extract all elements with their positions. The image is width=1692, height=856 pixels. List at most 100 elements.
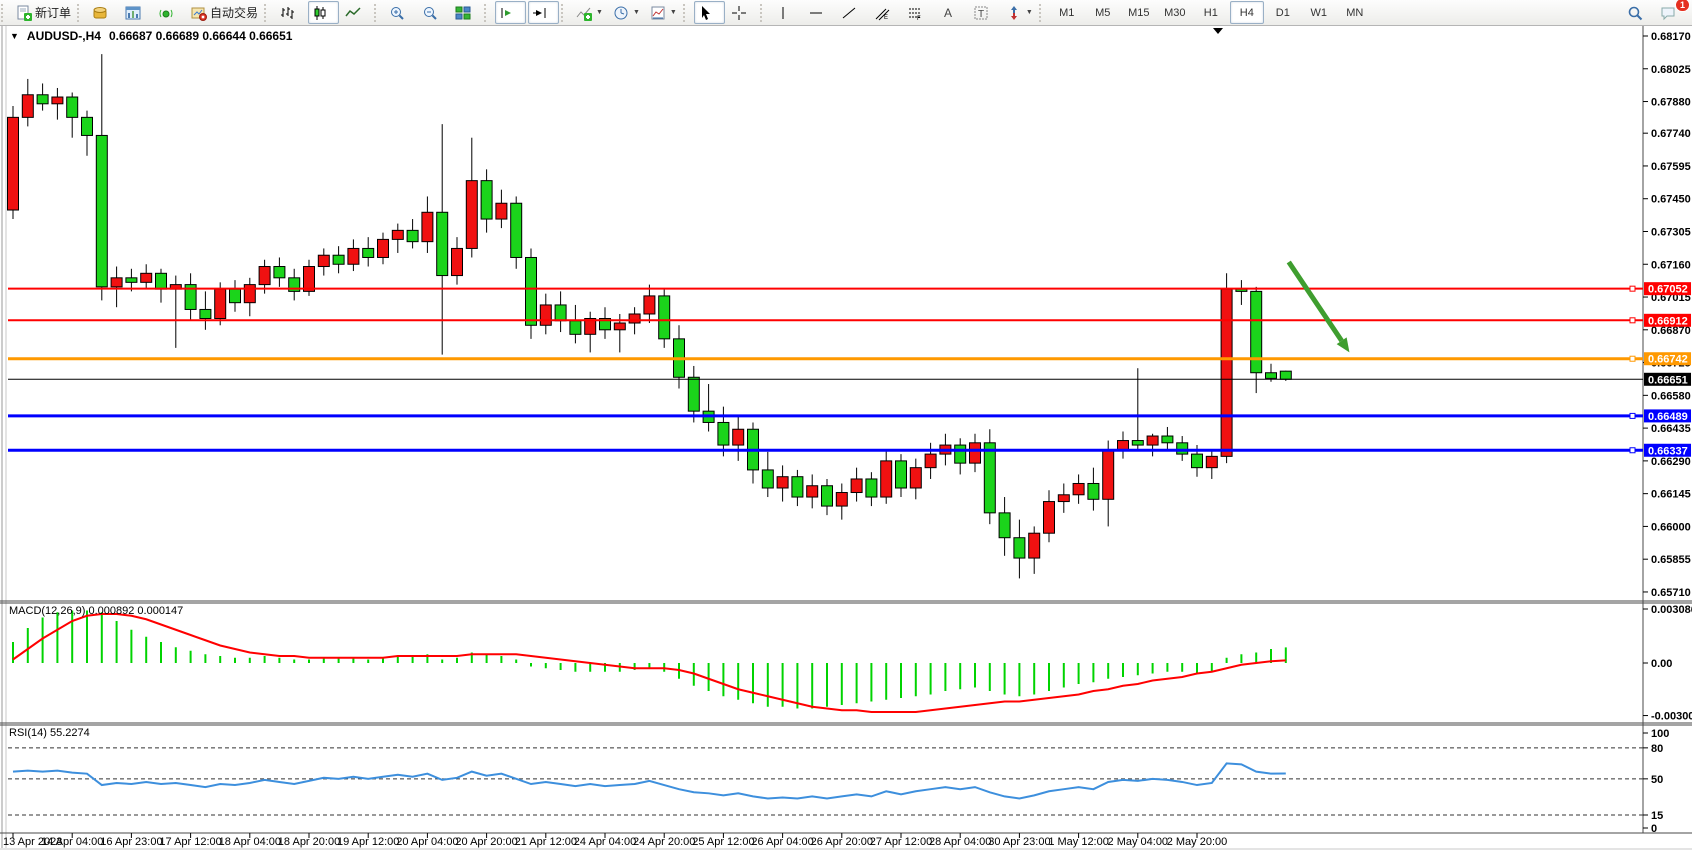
svg-text:0.66337: 0.66337	[1648, 445, 1688, 457]
cursor-button[interactable]	[693, 1, 725, 24]
trendline-button[interactable]	[837, 1, 868, 24]
text-a-icon: A	[944, 6, 952, 20]
toolbar-grip	[759, 3, 769, 22]
timeframe-m1-button[interactable]: M1	[1059, 6, 1075, 19]
svg-text:0.67595: 0.67595	[1651, 161, 1691, 173]
svg-text:26 Apr 04:00: 26 Apr 04:00	[751, 836, 813, 848]
bars-icon	[281, 6, 295, 19]
dropdown-arrow-icon[interactable]: ▼	[632, 9, 640, 16]
periods-button[interactable]: ▼	[609, 1, 644, 24]
template-icon	[651, 6, 665, 19]
auto-scroll-icon	[501, 7, 512, 18]
candle	[110, 277, 123, 288]
candle	[1161, 435, 1174, 444]
text-label-button[interactable]: T	[969, 1, 1000, 24]
candle	[51, 96, 64, 105]
trend-arrow-head[interactable]	[1336, 337, 1350, 353]
trend-arrow[interactable]	[1286, 260, 1344, 343]
svg-text:T: T	[978, 9, 984, 20]
line-chart-button[interactable]	[341, 1, 372, 24]
timeframe-w1-button[interactable]: W1	[1310, 6, 1328, 19]
svg-text:0.65855: 0.65855	[1651, 554, 1691, 566]
auto-scroll-button[interactable]	[495, 1, 527, 24]
symbol-ohlc: 0.66687 0.66689 0.66644 0.66651	[108, 29, 293, 43]
candle	[717, 421, 730, 446]
rsi-pane: 100 80 50 150	[8, 728, 1669, 835]
indicators-button[interactable]: ▼	[572, 1, 607, 24]
candle	[347, 247, 360, 265]
candle	[687, 376, 700, 412]
arrows-button[interactable]: ▼	[1002, 1, 1037, 24]
profiles-button[interactable]	[88, 1, 119, 24]
candle	[436, 211, 449, 277]
svg-text:0.66742: 0.66742	[1648, 354, 1688, 366]
symbol-header[interactable]: ▼ AUDUSD-,H4 0.66687 0.66689 0.66644 0.6…	[10, 29, 292, 43]
candle-series	[7, 54, 1292, 579]
arrows-icon	[1010, 5, 1017, 20]
svg-text:0.67305: 0.67305	[1651, 226, 1691, 238]
candle	[1279, 370, 1292, 380]
timeframe-h1-button[interactable]: H1	[1203, 6, 1218, 19]
toolbar: 新订单 自动交易 ▼ ▼ ▼ E F A T ▼ M1 M5 M15 M30 H1 H4 D1 W1 MN 1	[0, 0, 1692, 26]
candle	[1220, 288, 1233, 457]
vertical-line-button[interactable]	[771, 1, 802, 24]
svg-text:13 Apr 2023: 13 Apr 2023	[3, 836, 62, 848]
symbol-name: AUDUSD-,H4	[26, 29, 101, 43]
crosshair-button[interactable]	[727, 1, 758, 24]
candle	[36, 94, 49, 105]
svg-text:26 Apr 20:00: 26 Apr 20:00	[811, 836, 873, 848]
timeframe-d1-button[interactable]: D1	[1275, 6, 1290, 19]
timeframe-m5-button[interactable]: M5	[1095, 6, 1111, 19]
price-label-box	[1644, 372, 1691, 386]
dropdown-arrow-icon[interactable]: ▼	[669, 9, 677, 16]
chart-shift-button[interactable]	[528, 1, 560, 24]
new-order-label: 新订单	[35, 6, 72, 20]
chart-shift-icon	[533, 7, 546, 18]
svg-text:0.67052: 0.67052	[1648, 284, 1688, 296]
candle	[525, 256, 537, 326]
zoom-in-button[interactable]	[385, 1, 416, 24]
svg-text:0.66580: 0.66580	[1651, 390, 1691, 402]
horizontal-line-button[interactable]	[804, 1, 835, 24]
search-button[interactable]	[1623, 1, 1654, 24]
svg-text:1 May 12:00: 1 May 12:00	[1048, 836, 1109, 848]
bar-chart-button[interactable]	[275, 1, 306, 24]
timeframe-m15-button[interactable]: M15	[1128, 6, 1150, 19]
line-end-marker	[1629, 285, 1636, 292]
candle	[451, 247, 463, 277]
timeframe-m30-button[interactable]: M30	[1164, 6, 1186, 19]
auto-trading-button[interactable]: 自动交易	[187, 1, 262, 24]
svg-text:-0.003003: -0.003003	[1651, 711, 1692, 723]
fibonacci-button[interactable]: F	[903, 1, 934, 24]
dropdown-arrow-icon[interactable]: ▼	[596, 9, 603, 16]
line-end-marker	[1629, 447, 1636, 454]
chat-icon	[1661, 7, 1675, 20]
chat-button[interactable]: 1	[1656, 0, 1690, 24]
svg-text:100: 100	[1651, 728, 1669, 740]
new-order-button[interactable]: 新订单	[12, 1, 75, 24]
candle	[258, 266, 271, 286]
candle	[480, 180, 493, 220]
timeframe-mn-button[interactable]: MN	[1346, 6, 1364, 19]
candle	[229, 288, 241, 304]
chart-window: 0.68170 0.68025 0.67880 0.67740 0.67595 0.674…	[0, 25, 1692, 856]
tile-windows-button[interactable]	[451, 1, 482, 24]
text-button[interactable]: A	[936, 1, 967, 24]
svg-text:0.68025: 0.68025	[1651, 64, 1691, 76]
indicators-icon	[576, 7, 593, 21]
candle	[1265, 372, 1277, 379]
symbol-dropdown-icon[interactable]: ▼	[10, 31, 19, 41]
candle	[243, 284, 256, 304]
timeframe-h4-button[interactable]: H4	[1229, 1, 1264, 24]
candle	[1043, 501, 1055, 534]
channel-icon: E	[875, 8, 890, 21]
svg-text:0.65710: 0.65710	[1651, 587, 1691, 599]
equidistant-channel-button[interactable]: E	[870, 1, 901, 24]
market-watch-icon	[125, 6, 141, 19]
templates-button[interactable]: ▼	[646, 1, 681, 24]
zoom-out-button[interactable]	[418, 1, 449, 24]
candlestick-chart-button[interactable]	[308, 1, 340, 24]
signals-button[interactable]	[154, 1, 185, 24]
dropdown-arrow-icon[interactable]: ▼	[1025, 9, 1033, 16]
market-watch-button[interactable]	[121, 1, 152, 24]
